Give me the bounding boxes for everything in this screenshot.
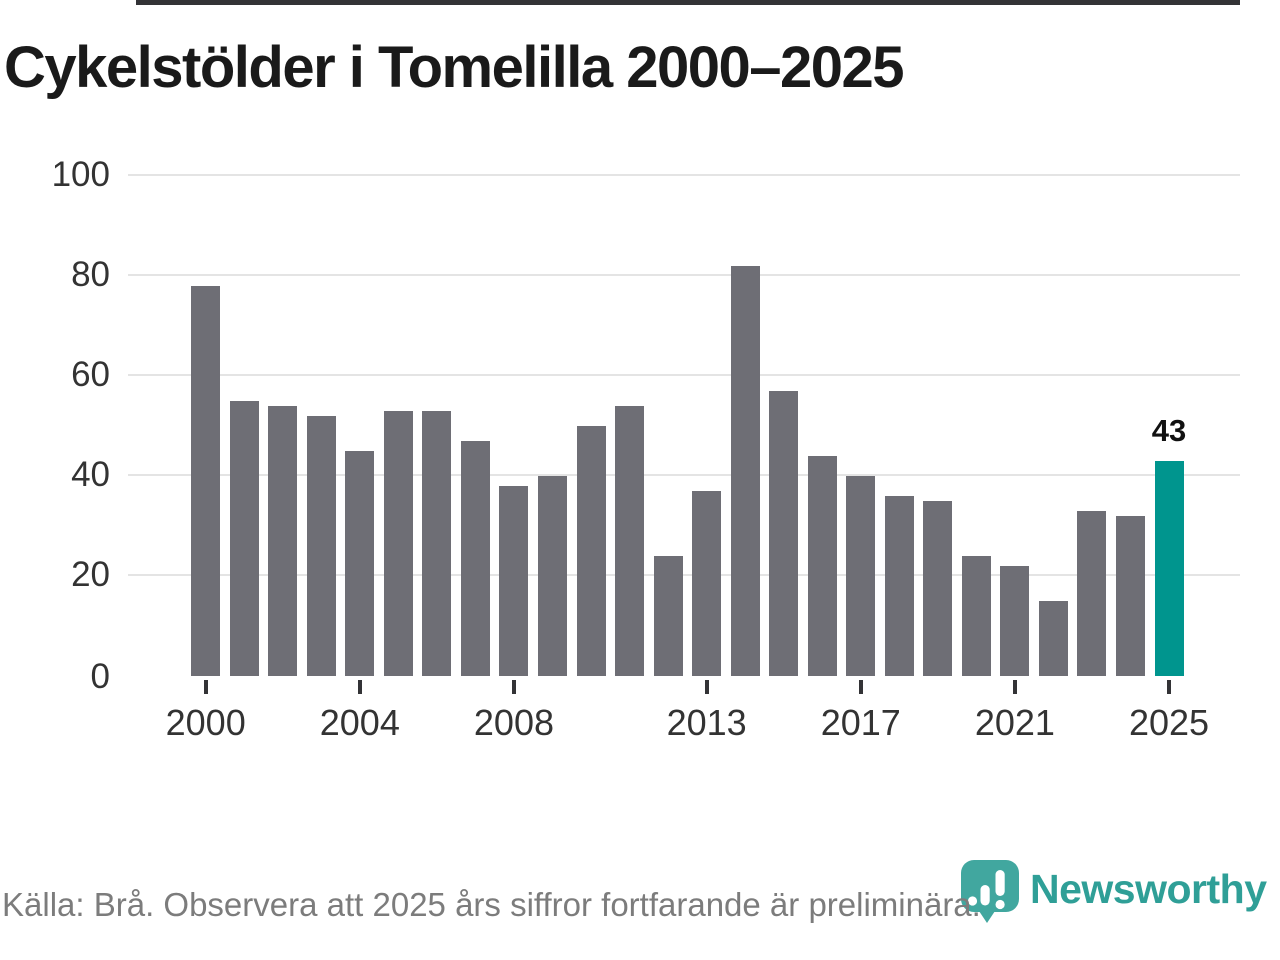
bar-2022 bbox=[1038, 601, 1068, 676]
source-note: Källa: Brå. Observera att 2025 års siffr… bbox=[2, 886, 981, 923]
x-axis-label-2025: 2025 bbox=[1128, 702, 1210, 743]
x-axis-label-2000: 2000 bbox=[165, 702, 246, 743]
bar-2005 bbox=[383, 411, 413, 676]
bar-2014 bbox=[730, 266, 760, 676]
bar-2016 bbox=[807, 456, 837, 676]
newsworthy-logo: Newsworthy bbox=[958, 858, 1278, 928]
bar-value-label-2025: 43 bbox=[1151, 413, 1187, 448]
bar-2015 bbox=[769, 391, 799, 676]
x-axis-tick-2021 bbox=[1012, 680, 1017, 694]
bar-2024 bbox=[1115, 516, 1145, 676]
x-axis-tick-2008 bbox=[511, 680, 516, 694]
bar-2009 bbox=[537, 476, 567, 676]
y-axis-label-20: 20 bbox=[71, 555, 110, 594]
y-axis-label-40: 40 bbox=[71, 455, 110, 494]
x-axis-tick-2000 bbox=[203, 680, 208, 694]
gridline-40 bbox=[128, 473, 1240, 476]
bar-2003 bbox=[306, 416, 336, 676]
bar-2001 bbox=[229, 401, 259, 676]
newsworthy-logo-text: Newsworthy bbox=[1030, 866, 1267, 912]
gridline-60 bbox=[128, 373, 1240, 376]
bar-2010 bbox=[576, 426, 606, 676]
x-axis-label-2008: 2008 bbox=[473, 702, 554, 743]
bar-2000 bbox=[191, 286, 221, 676]
page-title: Cykelstölder i Tomelilla 2000–2025 bbox=[4, 35, 905, 100]
bar-2008 bbox=[499, 486, 529, 676]
y-axis-label-60: 60 bbox=[71, 355, 110, 394]
bar-2004 bbox=[345, 451, 375, 676]
y-axis-label-0: 0 bbox=[90, 656, 110, 696]
bar-2011 bbox=[615, 406, 645, 676]
x-axis-label-2021: 2021 bbox=[974, 702, 1055, 743]
gridline-100 bbox=[128, 173, 1240, 176]
x-axis-line bbox=[136, 0, 1240, 5]
x-axis-tick-2017 bbox=[858, 680, 863, 694]
bar-2012 bbox=[653, 556, 683, 676]
gridline-80 bbox=[128, 273, 1240, 276]
bar-2006 bbox=[422, 411, 452, 676]
bar-2019 bbox=[923, 501, 953, 676]
x-axis-label-2013: 2013 bbox=[666, 702, 747, 743]
bar-2021 bbox=[1000, 566, 1030, 676]
newsworthy-pin-barchart-icon bbox=[961, 860, 1019, 923]
bar-2025 bbox=[1154, 461, 1184, 676]
bar-2018 bbox=[884, 496, 914, 676]
x-axis-tick-2004 bbox=[357, 680, 362, 694]
bar-2023 bbox=[1077, 511, 1107, 676]
bar-2020 bbox=[961, 556, 991, 676]
y-axis-label-80: 80 bbox=[71, 255, 110, 294]
bar-2017 bbox=[846, 476, 876, 676]
bar-2002 bbox=[268, 406, 298, 676]
x-axis-label-2017: 2017 bbox=[820, 702, 901, 743]
bar-2007 bbox=[460, 441, 490, 676]
gridline-20 bbox=[128, 573, 1240, 576]
x-axis-label-2004: 2004 bbox=[319, 702, 400, 743]
y-axis-label-100: 100 bbox=[51, 155, 110, 194]
x-axis-tick-2025 bbox=[1167, 680, 1171, 694]
bar-2013 bbox=[692, 491, 722, 676]
x-axis-tick-2013 bbox=[704, 680, 709, 694]
